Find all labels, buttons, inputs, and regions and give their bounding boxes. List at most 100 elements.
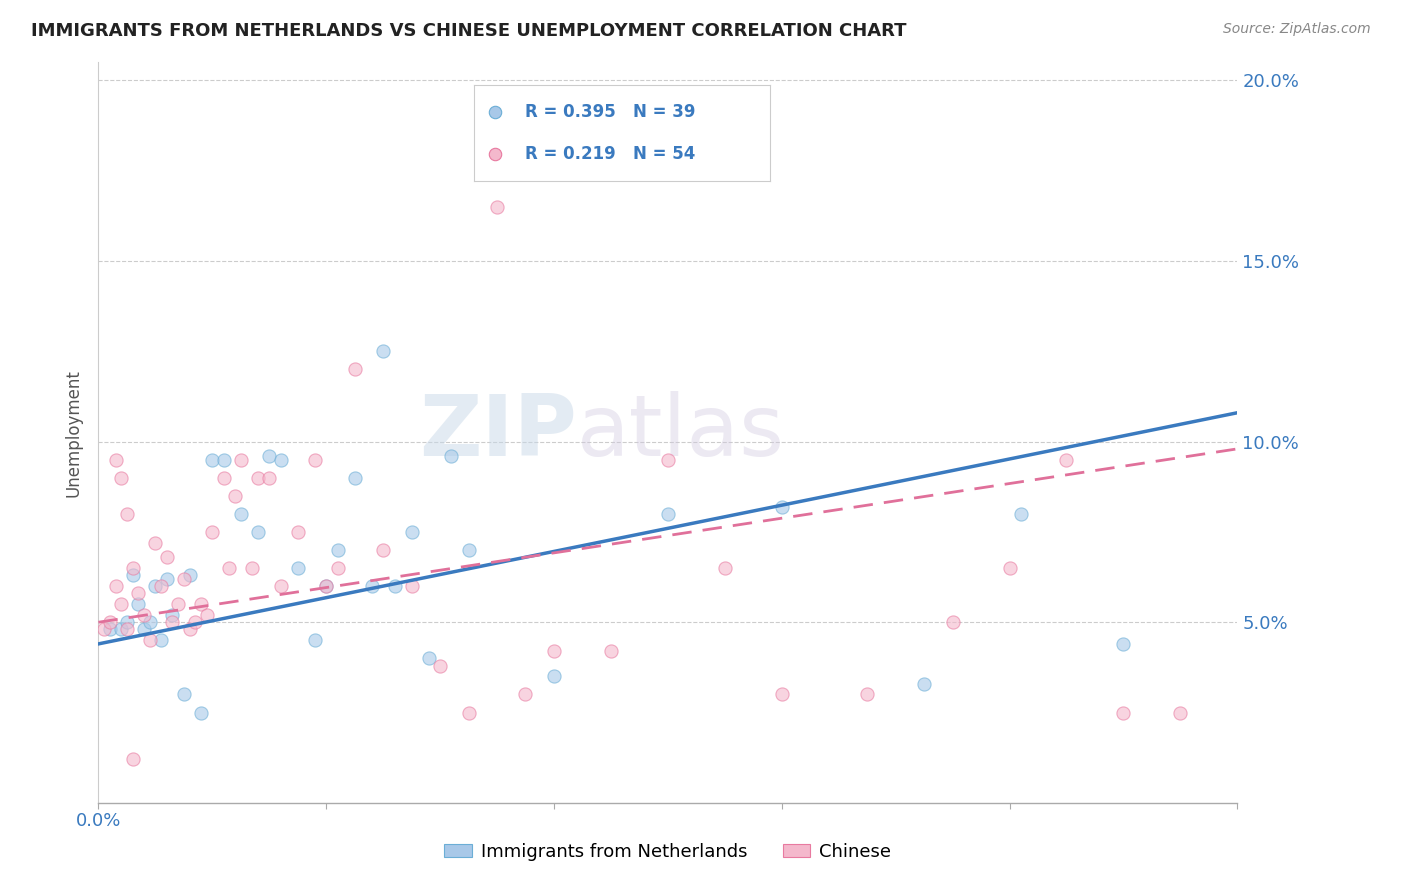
- Point: [145, 535, 167, 549]
- Point: [132, 607, 155, 622]
- Point: [156, 550, 179, 565]
- Point: [543, 669, 565, 683]
- Point: [457, 543, 479, 558]
- Point: [429, 658, 451, 673]
- Point: [195, 607, 218, 622]
- Point: [179, 568, 201, 582]
- Text: Source: ZipAtlas.com: Source: ZipAtlas.com: [1223, 22, 1371, 37]
- Point: [121, 561, 143, 575]
- Point: [98, 623, 121, 637]
- Point: [173, 572, 195, 586]
- Point: [115, 623, 138, 637]
- Point: [457, 706, 479, 720]
- Point: [1170, 706, 1192, 720]
- Point: [401, 524, 423, 539]
- Point: [287, 561, 309, 575]
- Legend: Immigrants from Netherlands, Chinese: Immigrants from Netherlands, Chinese: [437, 836, 898, 868]
- Point: [270, 452, 292, 467]
- Point: [246, 471, 269, 485]
- Point: [138, 633, 160, 648]
- Text: 0.0%: 0.0%: [76, 812, 121, 830]
- Point: [229, 507, 252, 521]
- Point: [600, 644, 623, 658]
- Point: [515, 688, 537, 702]
- Point: [942, 615, 965, 630]
- Point: [343, 362, 366, 376]
- Point: [179, 623, 201, 637]
- Point: [1112, 637, 1135, 651]
- Point: [173, 688, 195, 702]
- Point: [150, 633, 173, 648]
- Point: [912, 676, 935, 690]
- Point: [162, 607, 184, 622]
- Point: [218, 561, 240, 575]
- Point: [315, 579, 337, 593]
- Point: [343, 471, 366, 485]
- Point: [212, 471, 235, 485]
- Point: [162, 615, 184, 630]
- Point: [657, 507, 679, 521]
- Point: [201, 524, 224, 539]
- Text: IMMIGRANTS FROM NETHERLANDS VS CHINESE UNEMPLOYMENT CORRELATION CHART: IMMIGRANTS FROM NETHERLANDS VS CHINESE U…: [31, 22, 907, 40]
- Point: [110, 623, 132, 637]
- Text: ZIP: ZIP: [419, 391, 576, 475]
- Point: [110, 471, 132, 485]
- Point: [184, 615, 207, 630]
- Point: [418, 651, 440, 665]
- Point: [287, 524, 309, 539]
- Point: [1056, 452, 1078, 467]
- Point: [138, 615, 160, 630]
- Point: [156, 572, 179, 586]
- Point: [1112, 706, 1135, 720]
- Point: [98, 615, 121, 630]
- Point: [115, 615, 138, 630]
- Point: [190, 597, 212, 611]
- Point: [167, 597, 190, 611]
- Point: [304, 452, 326, 467]
- Y-axis label: Unemployment: Unemployment: [65, 368, 83, 497]
- Point: [93, 623, 115, 637]
- Point: [127, 597, 149, 611]
- Point: [714, 561, 737, 575]
- Point: [326, 543, 349, 558]
- Point: [1010, 507, 1032, 521]
- Point: [543, 644, 565, 658]
- Point: [104, 579, 127, 593]
- Point: [770, 500, 793, 514]
- Text: atlas: atlas: [576, 391, 785, 475]
- Point: [856, 688, 879, 702]
- Point: [224, 489, 246, 503]
- Point: [145, 579, 167, 593]
- Point: [240, 561, 263, 575]
- Point: [246, 524, 269, 539]
- Point: [150, 579, 173, 593]
- Point: [384, 579, 406, 593]
- Point: [373, 543, 395, 558]
- Point: [770, 688, 793, 702]
- Point: [104, 452, 127, 467]
- Point: [373, 344, 395, 359]
- Point: [121, 752, 143, 766]
- Point: [110, 597, 132, 611]
- Point: [229, 452, 252, 467]
- Point: [304, 633, 326, 648]
- Point: [440, 449, 463, 463]
- Point: [127, 586, 149, 600]
- Point: [600, 128, 623, 142]
- Point: [657, 452, 679, 467]
- Point: [360, 579, 382, 593]
- Point: [270, 579, 292, 593]
- Point: [132, 623, 155, 637]
- Point: [486, 200, 509, 214]
- Point: [212, 452, 235, 467]
- Point: [115, 507, 138, 521]
- Point: [998, 561, 1021, 575]
- Point: [259, 471, 281, 485]
- Point: [326, 561, 349, 575]
- Point: [201, 452, 224, 467]
- Point: [259, 449, 281, 463]
- Point: [315, 579, 337, 593]
- Point: [190, 706, 212, 720]
- Point: [401, 579, 423, 593]
- Point: [121, 568, 143, 582]
